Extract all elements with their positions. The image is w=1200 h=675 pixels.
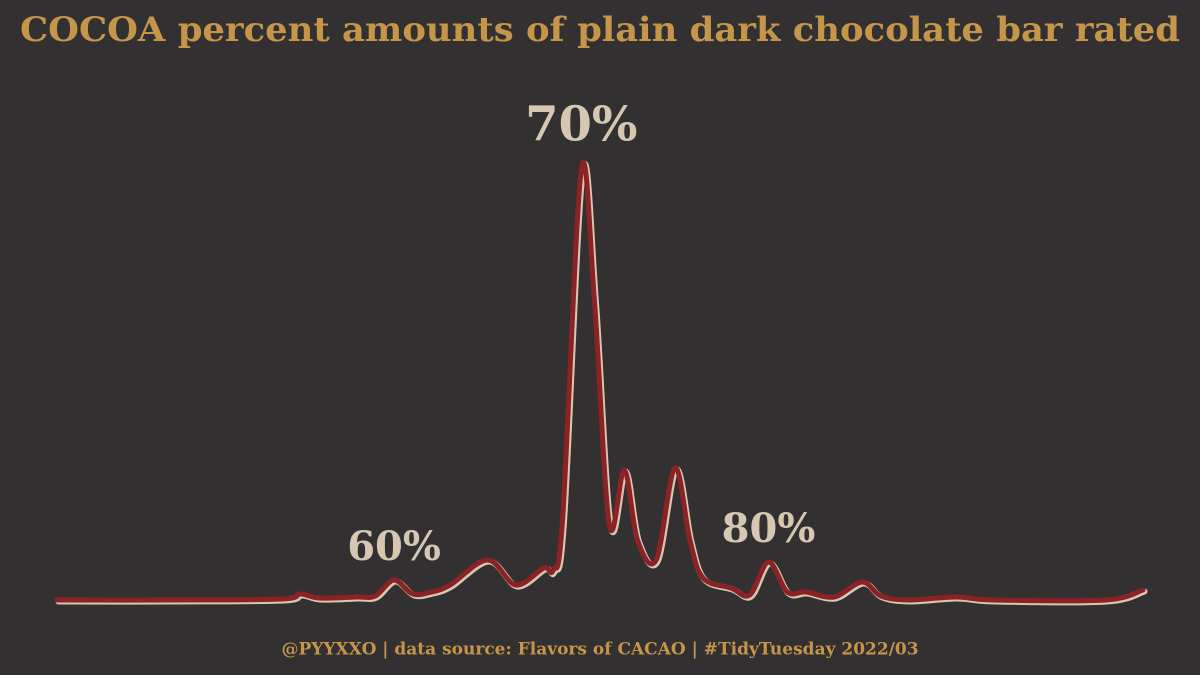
annotation: 60%	[347, 523, 441, 570]
annotation: 70%	[525, 97, 637, 153]
caption: @PYYXXO | data source: Flavors of CACAO …	[281, 640, 918, 660]
annotation: 80%	[722, 505, 816, 552]
density-line	[54, 160, 1146, 604]
chart-title: COCOA percent amounts of plain dark choc…	[20, 10, 1180, 50]
